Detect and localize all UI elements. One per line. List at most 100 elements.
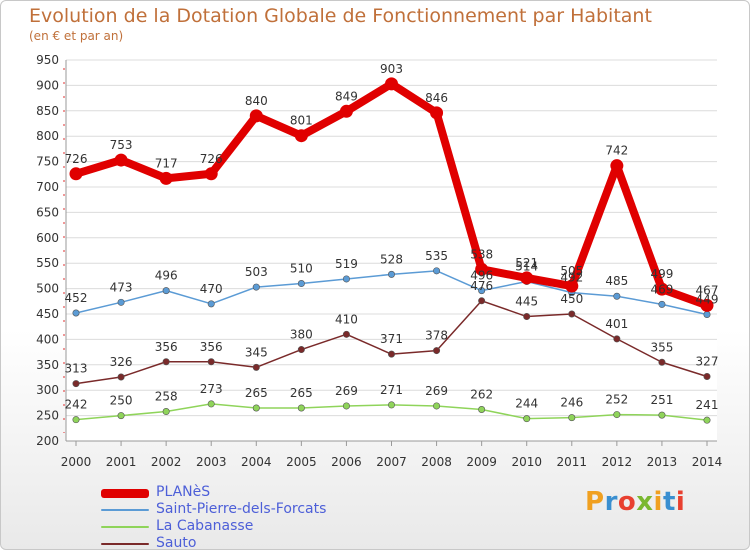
data-label: 846 (425, 91, 448, 105)
chart-title: Evolution de la Dotation Globale de Fonc… (29, 5, 652, 27)
data-point (117, 412, 125, 420)
y-tick-label: 350 (36, 358, 59, 372)
y-tick-label: 950 (36, 53, 59, 67)
data-label: 840 (245, 94, 268, 108)
data-point (658, 300, 666, 308)
data-label: 496 (155, 269, 178, 283)
data-label: 252 (605, 393, 628, 407)
x-tick-label: 2011 (557, 455, 588, 469)
data-point (162, 408, 170, 416)
data-point (433, 347, 441, 355)
data-label: 380 (290, 328, 313, 342)
data-label: 903 (380, 62, 403, 76)
data-point (478, 406, 486, 414)
data-point (207, 300, 215, 308)
data-label: 521 (515, 256, 538, 270)
data-point (523, 313, 531, 321)
data-point (703, 372, 711, 380)
legend-swatch (101, 526, 149, 528)
legend-label: Saint-Pierre-dels-Forcats (156, 501, 327, 517)
data-point (342, 275, 350, 283)
y-tick-label: 800 (36, 129, 59, 143)
data-point (297, 404, 305, 412)
data-label: 492 (560, 271, 583, 285)
data-label: 269 (425, 384, 448, 398)
logo-letter: o (617, 487, 637, 517)
data-point (72, 380, 80, 388)
x-tick-label: 2006 (331, 455, 362, 469)
data-point (162, 358, 170, 366)
logo-letter: i (653, 487, 663, 517)
data-point (339, 104, 353, 118)
x-tick-label: 2002 (151, 455, 182, 469)
data-label: 538 (470, 247, 493, 261)
y-tick-label: 450 (36, 307, 59, 321)
data-label: 241 (696, 398, 719, 412)
data-label: 262 (470, 388, 493, 402)
x-tick-label: 2008 (421, 455, 452, 469)
proxiti-logo: Proxiti (585, 487, 685, 517)
data-point (568, 414, 576, 422)
data-point (342, 402, 350, 410)
data-label: 452 (65, 291, 88, 305)
legend-label: Sauto (156, 535, 197, 550)
data-label: 801 (290, 114, 313, 128)
data-label: 401 (605, 317, 628, 331)
data-point (478, 287, 486, 295)
x-tick-label: 2005 (286, 455, 317, 469)
data-point (252, 283, 260, 291)
y-tick-label: 250 (36, 409, 59, 423)
data-point (430, 106, 444, 120)
y-tick-label: 700 (36, 180, 59, 194)
x-tick-label: 2004 (241, 455, 272, 469)
y-tick-label: 550 (36, 256, 59, 270)
data-point (294, 129, 308, 143)
data-point (385, 77, 398, 91)
data-point (703, 311, 711, 319)
data-point (610, 159, 624, 173)
legend-label: PLANèS (156, 484, 211, 500)
y-tick-label: 500 (36, 282, 59, 296)
data-label: 499 (650, 267, 673, 281)
data-label: 244 (515, 397, 538, 411)
y-tick-label: 900 (36, 78, 59, 92)
data-label: 717 (155, 156, 178, 170)
data-point (700, 298, 714, 312)
data-label: 496 (470, 269, 493, 283)
data-label: 470 (200, 282, 223, 296)
x-tick-label: 2000 (61, 455, 92, 469)
data-point (433, 267, 441, 275)
data-label: 378 (425, 329, 448, 343)
x-tick-label: 2014 (692, 455, 723, 469)
y-tick-label: 600 (36, 231, 59, 245)
data-label: 313 (65, 362, 88, 376)
y-tick-label: 400 (36, 332, 59, 346)
data-point (387, 401, 395, 409)
data-point (297, 280, 305, 288)
legend-swatch (101, 543, 149, 545)
data-point (475, 262, 489, 276)
data-label: 510 (290, 262, 313, 276)
data-point (658, 411, 666, 419)
data-point (204, 167, 218, 181)
data-point (523, 415, 531, 423)
data-point (297, 346, 305, 354)
data-label: 450 (560, 292, 583, 306)
chart-subtitle: (en € et par an) (29, 29, 124, 43)
data-point (613, 335, 621, 343)
data-label: 473 (110, 280, 133, 294)
x-tick-label: 2010 (511, 455, 542, 469)
data-label: 449 (696, 293, 719, 307)
logo-letter: P (585, 487, 605, 517)
data-label: 251 (650, 393, 673, 407)
data-point (520, 271, 534, 285)
data-label: 726 (65, 152, 88, 166)
y-tick-label: 200 (36, 434, 59, 448)
data-label: 503 (245, 265, 268, 279)
logo-letter: i (675, 487, 686, 517)
y-tick-label: 300 (36, 383, 59, 397)
data-point (249, 109, 263, 123)
x-tick-label: 2012 (602, 455, 633, 469)
data-point (433, 402, 441, 410)
data-point (207, 358, 215, 366)
